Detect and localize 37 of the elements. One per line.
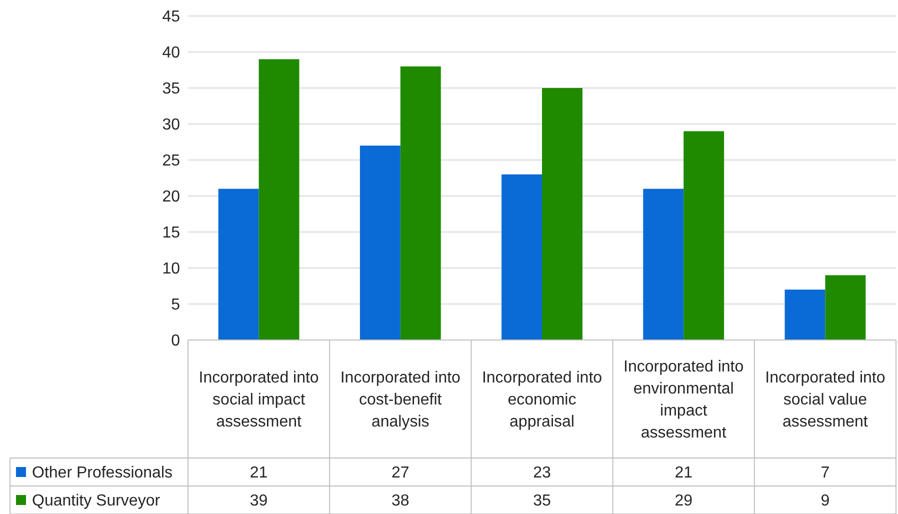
bar xyxy=(258,59,300,340)
data-label: 38 xyxy=(392,492,410,510)
data-label: 27 xyxy=(392,464,410,482)
x-tick-label: Incorporated into environmental impact assessment xyxy=(624,358,744,442)
y-tick-label: 40 xyxy=(162,44,180,62)
legend-label: Quantity Surveyor xyxy=(32,492,161,510)
bar xyxy=(784,290,826,340)
x-tick-label: Incorporated into economic appraisal xyxy=(482,370,602,431)
y-tick-label: 45 xyxy=(162,8,180,26)
bar xyxy=(825,275,866,340)
data-label: 21 xyxy=(674,464,693,482)
y-tick-label: 20 xyxy=(162,188,180,206)
data-label: 29 xyxy=(674,492,693,510)
y-tick-label: 5 xyxy=(171,296,180,314)
x-tick-label: Incorporated into social impact assessment xyxy=(198,370,319,431)
x-tick-label: Incorporated into cost-benefit analysis xyxy=(340,370,461,431)
y-tick-label: 0 xyxy=(171,332,180,350)
data-label: 7 xyxy=(820,464,830,482)
legend-label: Other Professionals xyxy=(32,464,173,482)
y-tick-label: 10 xyxy=(162,260,180,278)
bar xyxy=(542,88,582,340)
x-tick-label: Incorporated into social value assessment xyxy=(765,370,886,431)
data-label: 39 xyxy=(250,492,268,510)
bar xyxy=(684,131,724,340)
y-tick-label: 35 xyxy=(162,80,180,98)
bar xyxy=(360,146,400,340)
bar xyxy=(643,188,684,340)
data-label: 23 xyxy=(533,464,551,482)
bar xyxy=(218,188,259,340)
bar xyxy=(502,174,542,340)
data-label: 35 xyxy=(533,492,551,510)
y-tick-label: 15 xyxy=(162,224,180,242)
data-label: 9 xyxy=(820,492,830,510)
y-tick-label: 30 xyxy=(162,116,180,134)
bar xyxy=(400,66,441,340)
data-label: 21 xyxy=(250,464,268,482)
y-tick-label: 25 xyxy=(162,152,180,170)
